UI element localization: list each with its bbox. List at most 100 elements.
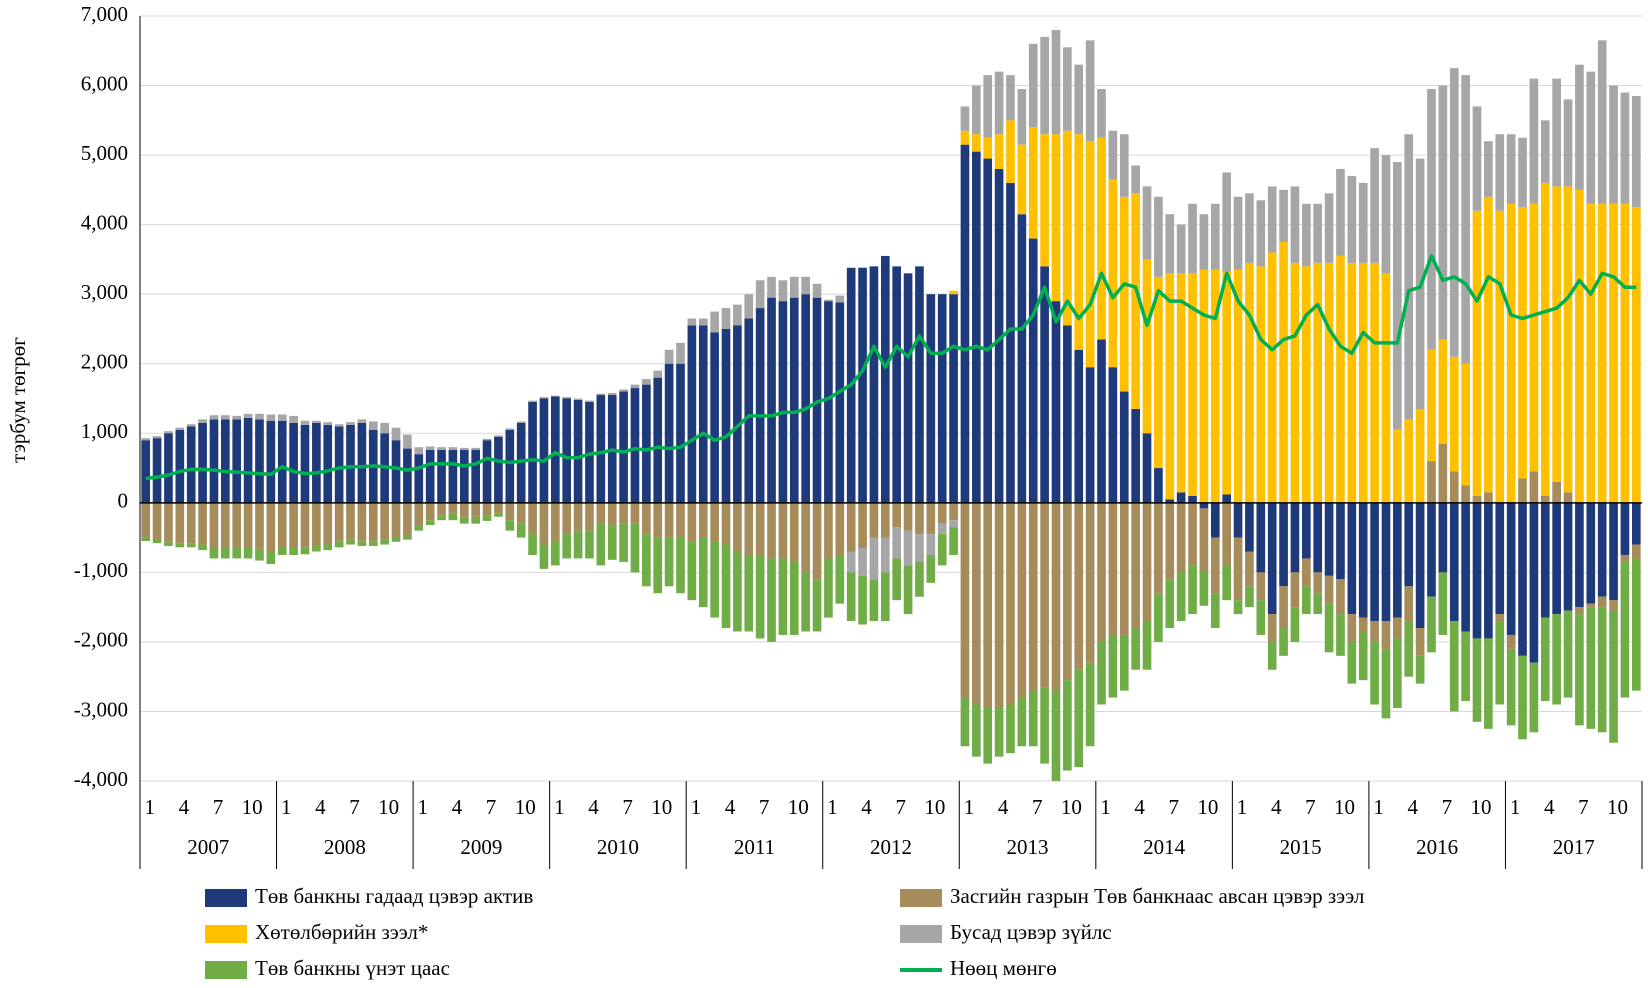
bar-segment (710, 502, 719, 542)
year-label: 2017 (1553, 835, 1595, 859)
bar-segment (562, 534, 572, 559)
bar-segment (471, 449, 480, 503)
bar-segment (1620, 502, 1630, 555)
bar-segment (1017, 214, 1027, 503)
bar-segment (539, 397, 549, 399)
bar-segment (1529, 502, 1539, 663)
bar-segment (596, 395, 606, 503)
bar-segment (1051, 301, 1061, 503)
year-label: 2015 (1280, 835, 1322, 859)
bar-segment (1188, 273, 1197, 496)
x-tick-label: 4 (1134, 795, 1145, 819)
bar-segment (789, 297, 799, 503)
bar-segment (1142, 259, 1152, 434)
bar-segment (1040, 266, 1049, 503)
bar-segment (414, 525, 424, 531)
bar-segment (1620, 203, 1630, 503)
bar-segment (1131, 193, 1140, 409)
bar-segment (1040, 502, 1049, 688)
bar-segment (1381, 621, 1391, 649)
bar-segment (1245, 262, 1254, 503)
x-tick-label: 4 (998, 795, 1009, 819)
bar-segment (1336, 255, 1345, 503)
bar-segment (1529, 78, 1539, 204)
bar-segment (1575, 189, 1584, 503)
bar-segment (1506, 634, 1516, 649)
bar-segment (1017, 89, 1027, 145)
bar-segment (1552, 78, 1561, 187)
bar-segment (1631, 207, 1641, 503)
y-tick-label: -3,000 (74, 697, 128, 721)
bar-segment (1404, 134, 1414, 420)
bar-segment (1108, 367, 1118, 503)
bar-segment (312, 545, 321, 552)
bar-segment (255, 419, 264, 503)
bar-segment (983, 707, 993, 764)
bar-segment (801, 294, 810, 503)
bar-segment (221, 419, 230, 503)
bar-segment (949, 527, 958, 555)
bar-segment (1484, 638, 1493, 729)
bar-segment (767, 297, 776, 503)
bar-segment (676, 342, 685, 364)
bar-segment (1017, 144, 1027, 215)
bar-segment (1142, 433, 1152, 503)
legend-label: Засгийн газрын Төв банкнаас авсан цэвэр … (950, 884, 1364, 908)
bar-segment (710, 332, 719, 503)
bar-segment (494, 513, 503, 517)
bar-segment (289, 548, 298, 555)
bar-segment (1347, 641, 1357, 684)
bar-segment (266, 502, 276, 552)
bar-segment (1449, 68, 1459, 357)
bar-segment (1586, 607, 1596, 729)
bar-segment (198, 544, 207, 551)
bar-segment (528, 401, 537, 503)
bar-segment (505, 520, 515, 531)
bar-segment (778, 558, 788, 635)
bar-segment (880, 255, 890, 503)
bar-segment (676, 537, 685, 594)
year-label: 2007 (187, 835, 229, 859)
bar-segment (1631, 502, 1641, 545)
bar-segment (824, 502, 833, 559)
bar-segment (334, 502, 344, 542)
bar-segment (1449, 356, 1459, 472)
bar-segment (1404, 502, 1414, 587)
x-tick-label: 1 (1100, 795, 1111, 819)
bar-segment (1495, 614, 1505, 622)
bar-segment (1438, 502, 1448, 573)
bar-segment (1074, 669, 1084, 768)
x-tick-label: 10 (924, 795, 945, 819)
bar-segment (1063, 502, 1072, 681)
bar-segment (710, 541, 719, 618)
bar-segment (1154, 468, 1163, 503)
bar-segment (1245, 551, 1254, 587)
year-label: 2008 (324, 835, 366, 859)
bar-segment (949, 294, 958, 503)
bar-segment (1074, 134, 1084, 350)
bar-segment (1472, 502, 1482, 639)
bar-segment (1302, 558, 1311, 587)
bar-segment (1119, 391, 1129, 503)
x-tick-label: 10 (1471, 795, 1492, 819)
bar-segment (1358, 502, 1368, 618)
bar-segment (869, 502, 879, 538)
bar-segment (585, 400, 594, 402)
bar-segment (175, 502, 185, 544)
bar-segment (1381, 502, 1391, 622)
bar-segment (1165, 579, 1175, 628)
bar-segment (710, 311, 719, 333)
x-tick-label: 10 (1334, 795, 1355, 819)
bar-segment (312, 422, 321, 503)
bar-segment (1222, 271, 1231, 495)
bar-segment (403, 448, 412, 503)
bar-segment (721, 544, 731, 628)
bar-segment (1620, 554, 1630, 562)
bar-segment (403, 502, 412, 536)
bar-segment (960, 697, 970, 747)
bar-segment (1427, 461, 1436, 503)
year-label: 2013 (1007, 835, 1049, 859)
bar-segment (209, 548, 219, 559)
bar-segment (437, 447, 446, 450)
bar-segment (1495, 502, 1505, 615)
